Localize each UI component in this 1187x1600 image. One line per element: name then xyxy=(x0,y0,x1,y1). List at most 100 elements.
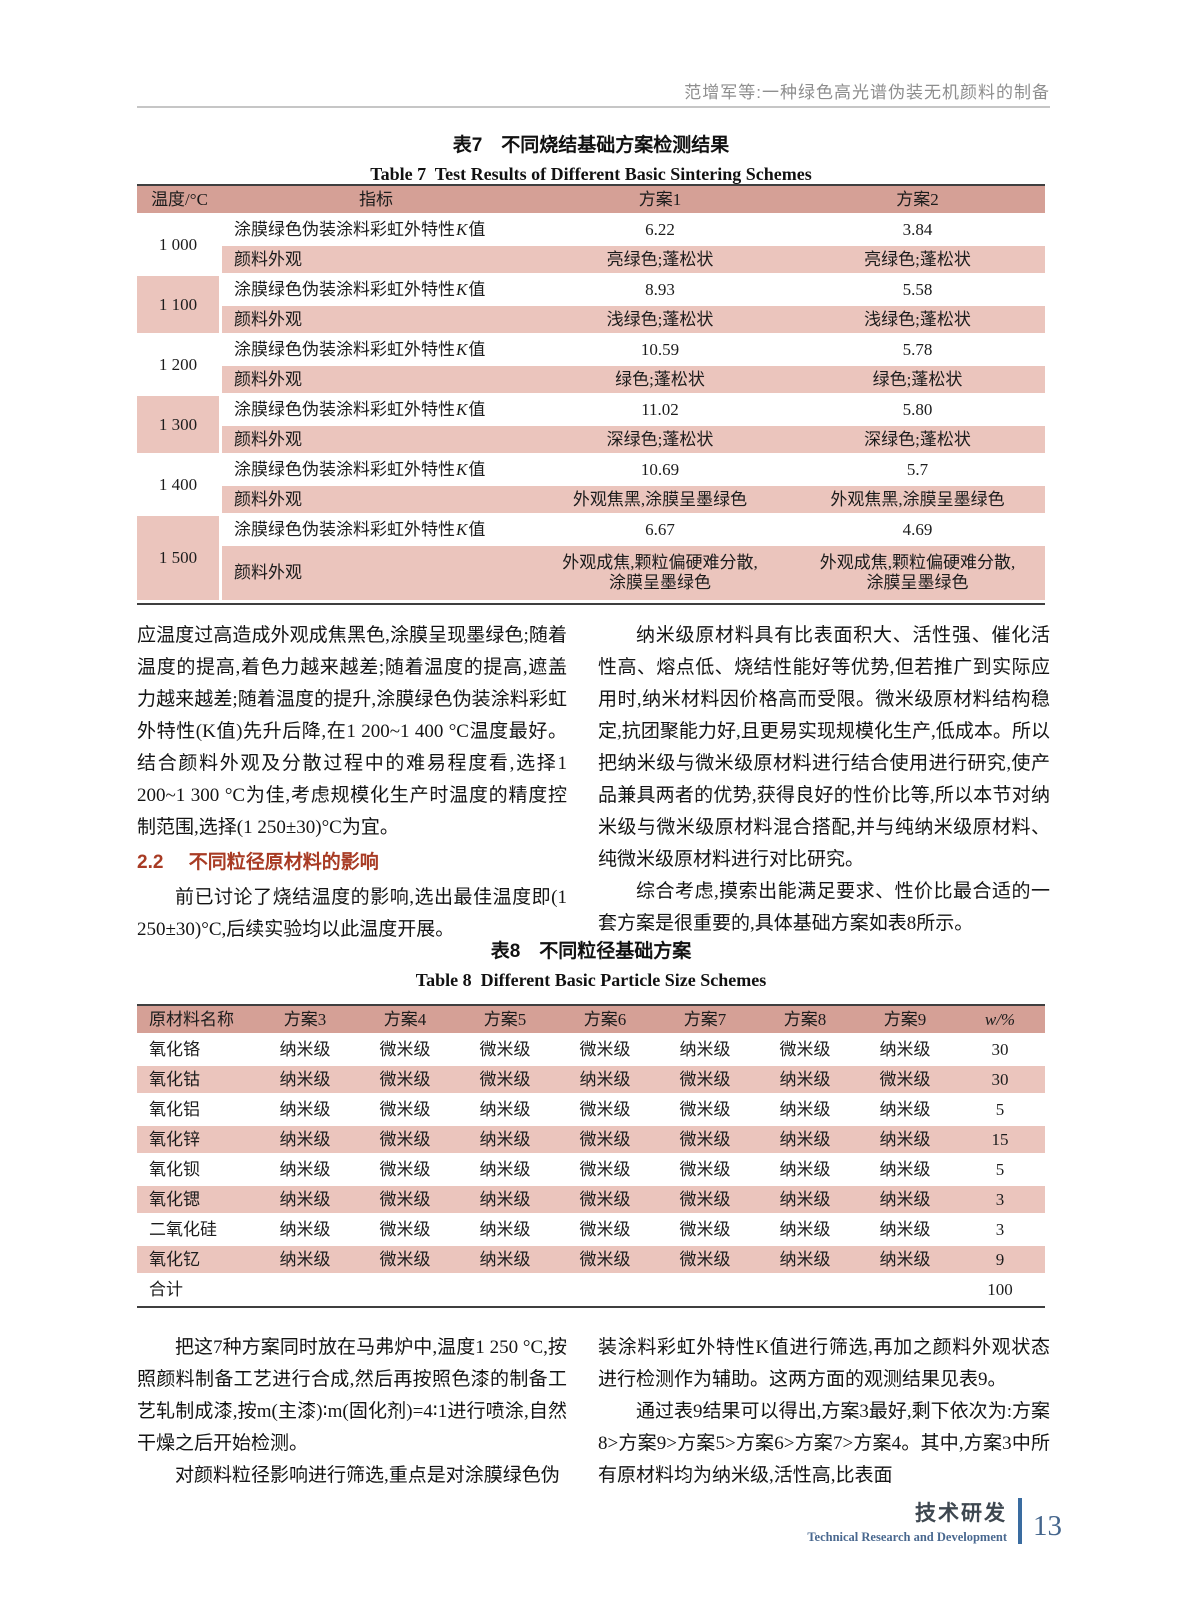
t8-cell: 微米级 xyxy=(755,1036,855,1066)
t8-cell: 微米级 xyxy=(555,1216,655,1246)
t8-cell: 纳米级 xyxy=(255,1156,355,1186)
table7-title-cn: 表7 不同烧结基础方案检测结果 xyxy=(452,135,730,156)
section-number: 2.2 xyxy=(137,852,164,873)
t7-temp-cell: 1 400 xyxy=(137,456,222,516)
t8-cell: 微米级 xyxy=(555,1246,655,1276)
t8-cell: 纳米级 xyxy=(855,1246,955,1276)
t7-header-scheme1: 方案1 xyxy=(530,186,790,216)
t8-cell: 微米级 xyxy=(655,1186,755,1216)
body-text-upper: 应温度过高造成外观成焦黑色,涂膜呈现墨绿色;随着温度的提高,着色力越来越差;随着… xyxy=(137,620,1050,946)
t7-appearance-value: 绿色;蓬松状 xyxy=(530,366,790,396)
paragraph: 把这7种方案同时放在马弗炉中,温度1 250 °C,按照颜料制备工艺进行合成,然… xyxy=(137,1337,567,1454)
t8-cell: 微米级 xyxy=(555,1036,655,1066)
t7-appearance-value: 外观焦黑,涂膜呈墨绿色 xyxy=(530,486,790,516)
t8-cell: 微米级 xyxy=(355,1126,455,1156)
t8-cell: 微米级 xyxy=(655,1096,755,1126)
t7-header-scheme2: 方案2 xyxy=(790,186,1045,216)
paragraph: 综合考虑,摸索出能满足要求、性价比最合适的一套方案是很重要的,具体基础方案如表8… xyxy=(598,881,1050,934)
t7-appearance-label: 颜料外观 xyxy=(222,246,530,276)
t8-cell: 纳米级 xyxy=(755,1126,855,1156)
t8-cell: 微米级 xyxy=(455,1066,555,1096)
t7-appearance-value: 外观成焦,颗粒偏硬难分散, 涂膜呈墨绿色 xyxy=(530,546,790,603)
t7-k-value: 10.69 xyxy=(530,456,790,486)
t8-cell: 微米级 xyxy=(855,1066,955,1096)
t8-material-name: 氧化铝 xyxy=(137,1096,255,1126)
t7-appearance-label: 颜料外观 xyxy=(222,546,530,603)
t8-wpct-value: 30 xyxy=(955,1036,1045,1066)
footer-accent-bar xyxy=(1018,1498,1022,1544)
t8-cell: 纳米级 xyxy=(255,1126,355,1156)
t8-wpct-value: 15 xyxy=(955,1126,1045,1156)
t8-cell: 微米级 xyxy=(355,1186,455,1216)
paragraph: 前已讨论了烧结温度的影响,选出最佳温度即(1 250±30)°C,后续实验均以此… xyxy=(137,887,567,940)
t8-cell: 微米级 xyxy=(355,1096,455,1126)
t8-cell: 纳米级 xyxy=(755,1156,855,1186)
t8-cell: 微米级 xyxy=(655,1126,755,1156)
t8-cell: 纳米级 xyxy=(855,1186,955,1216)
t7-k-value: 8.93 xyxy=(530,276,790,306)
t8-cell: 微米级 xyxy=(655,1216,755,1246)
t7-temp-cell: 1 000 xyxy=(137,216,222,276)
t8-header-wpct: w/% xyxy=(955,1006,1045,1036)
t7-appearance-label: 颜料外观 xyxy=(222,306,530,336)
t8-cell: 微米级 xyxy=(355,1036,455,1066)
t7-appearance-value: 绿色;蓬松状 xyxy=(790,366,1045,396)
t8-cell: 微米级 xyxy=(355,1066,455,1096)
t8-cell xyxy=(755,1276,855,1306)
table8-title-en: Table 8 Different Basic Particle Size Sc… xyxy=(415,970,767,990)
t7-appearance-value: 深绿色;蓬松状 xyxy=(790,426,1045,456)
table7-title-en: Table 7 Test Results of Different Basic … xyxy=(370,164,812,184)
footer-section-en: Technical Research and Development xyxy=(807,1530,1007,1544)
t8-cell: 纳米级 xyxy=(255,1096,355,1126)
t8-cell: 纳米级 xyxy=(755,1186,855,1216)
t8-material-name: 氧化钡 xyxy=(137,1156,255,1186)
t7-indicator-k-label: 涂膜绿色伪装涂料彩虹外特性 K 值 xyxy=(222,276,530,306)
t8-material-name: 二氧化硅 xyxy=(137,1216,255,1246)
t7-appearance-value: 外观成焦,颗粒偏硬难分散, 涂膜呈墨绿色 xyxy=(790,546,1045,603)
t8-cell: 纳米级 xyxy=(755,1216,855,1246)
t7-appearance-label: 颜料外观 xyxy=(222,486,530,516)
footer-section: 技术研发 Technical Research and Development xyxy=(807,1497,1007,1545)
t8-material-name: 氧化钴 xyxy=(137,1066,255,1096)
t8-cell: 微米级 xyxy=(455,1036,555,1066)
right-column: 纳米级原材料具有比表面积大、活性强、催化活性高、熔点低、烧结性能好等优势,但若推… xyxy=(598,620,1050,946)
footer-section-cn: 技术研发 xyxy=(915,1502,1007,1525)
t8-cell: 微米级 xyxy=(655,1156,755,1186)
t8-material-name: 氧化锌 xyxy=(137,1126,255,1156)
t8-cell: 纳米级 xyxy=(855,1126,955,1156)
t8-cell: 纳米级 xyxy=(755,1096,855,1126)
t8-cell xyxy=(855,1276,955,1306)
left-column: 把这7种方案同时放在马弗炉中,温度1 250 °C,按照颜料制备工艺进行合成,然… xyxy=(137,1332,567,1492)
t8-cell: 纳米级 xyxy=(255,1216,355,1246)
t8-cell: 微米级 xyxy=(555,1096,655,1126)
paragraph: 装涂料彩虹外特性K值进行筛选,再加之颜料外观状态进行检测作为辅助。这两方面的观测… xyxy=(598,1337,1050,1390)
t7-indicator-k-label: 涂膜绿色伪装涂料彩虹外特性 K 值 xyxy=(222,336,530,366)
t8-wpct-value: 100 xyxy=(955,1276,1045,1306)
t8-cell xyxy=(455,1276,555,1306)
t8-cell: 纳米级 xyxy=(855,1156,955,1186)
left-column: 应温度过高造成外观成焦黑色,涂膜呈现墨绿色;随着温度的提高,着色力越来越差;随着… xyxy=(137,620,567,946)
t7-k-value: 5.78 xyxy=(790,336,1045,366)
t7-indicator-k-label: 涂膜绿色伪装涂料彩虹外特性 K 值 xyxy=(222,396,530,426)
t8-cell xyxy=(555,1276,655,1306)
t7-header-indicator: 指标 xyxy=(222,186,530,216)
t7-k-value: 6.67 xyxy=(530,516,790,546)
t7-k-value: 3.84 xyxy=(790,216,1045,246)
t7-temp-cell: 1 200 xyxy=(137,336,222,396)
t8-cell: 纳米级 xyxy=(255,1066,355,1096)
t8-wpct-value: 3 xyxy=(955,1216,1045,1246)
t8-cell: 纳米级 xyxy=(455,1156,555,1186)
t8-header-scheme6: 方案6 xyxy=(555,1006,655,1036)
t8-cell: 微米级 xyxy=(555,1126,655,1156)
paragraph: 纳米级原材料具有比表面积大、活性强、催化活性高、熔点低、烧结性能好等优势,但若推… xyxy=(598,625,1050,870)
paragraph: 通过表9结果可以得出,方案3最好,剩下依次为:方案8>方案9>方案5>方案6>方… xyxy=(598,1401,1050,1486)
right-column: 装涂料彩虹外特性K值进行筛选,再加之颜料外观状态进行检测作为辅助。这两方面的观测… xyxy=(598,1332,1050,1492)
t8-material-name: 氧化钇 xyxy=(137,1246,255,1276)
t8-cell: 纳米级 xyxy=(655,1036,755,1066)
t8-cell: 纳米级 xyxy=(855,1096,955,1126)
t8-cell: 纳米级 xyxy=(755,1246,855,1276)
t7-appearance-value: 浅绿色;蓬松状 xyxy=(530,306,790,336)
t8-cell: 纳米级 xyxy=(455,1186,555,1216)
t8-header-scheme4: 方案4 xyxy=(355,1006,455,1036)
